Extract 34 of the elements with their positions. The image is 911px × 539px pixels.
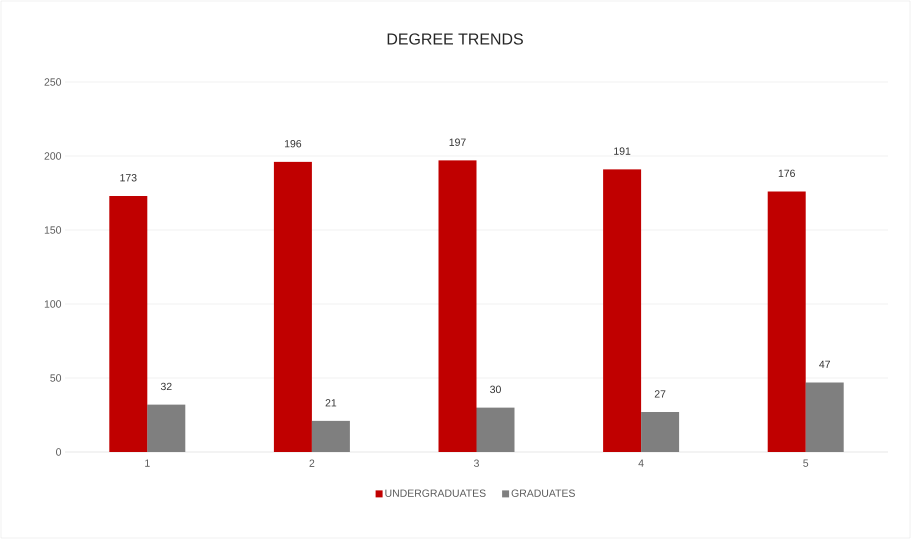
bar: [438, 160, 477, 452]
data-label: 197: [450, 138, 466, 146]
data-label: 196: [284, 140, 302, 148]
bar: [768, 192, 806, 452]
data-label: 173: [120, 174, 137, 182]
data-label: 47: [819, 360, 830, 368]
bar: [312, 420, 350, 452]
bar: [806, 382, 844, 452]
bar: [147, 404, 186, 452]
x-tick-label: 2: [310, 460, 314, 467]
x-tick-label: 1: [145, 460, 150, 467]
legend-label: UNDERGRADUATES: [385, 489, 486, 497]
x-tick-label: 4: [638, 460, 644, 467]
bar: [603, 169, 642, 452]
x-tick-label: 3: [474, 460, 479, 467]
data-label: 30: [490, 386, 501, 394]
y-tick-label: 0: [56, 448, 62, 456]
data-label: 32: [160, 382, 172, 390]
data-label: 176: [778, 170, 795, 178]
bar: [641, 412, 680, 452]
bar: [274, 162, 312, 452]
y-tick-label: 250: [44, 78, 62, 86]
data-label: 27: [654, 390, 666, 398]
bar: [109, 196, 148, 452]
y-tick-label: 150: [44, 226, 62, 234]
y-tick-label: 200: [44, 152, 62, 160]
legend-label: GRADUATES: [512, 489, 575, 497]
y-tick-label: 100: [44, 300, 62, 308]
x-tick-label: 5: [803, 460, 808, 467]
data-label: 21: [326, 399, 336, 406]
y-tick-label: 50: [50, 374, 62, 382]
data-label: 191: [614, 147, 630, 155]
bar: [476, 408, 515, 452]
chart-title: DEGREE TRENDS: [388, 33, 523, 45]
